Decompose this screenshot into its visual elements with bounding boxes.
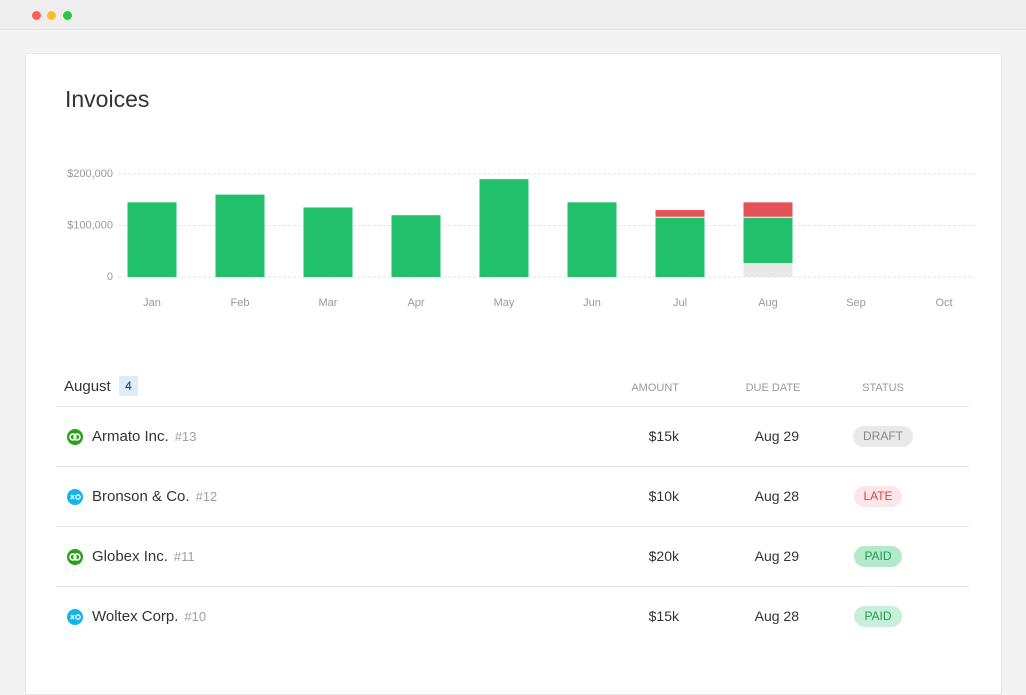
column-header[interactable]: STATUS [862, 382, 904, 394]
bar [655, 217, 705, 277]
bar [479, 179, 529, 277]
maximize-button[interactable] [63, 11, 72, 20]
window-chrome [0, 0, 1026, 30]
client: Globex Inc. [92, 548, 168, 565]
x-tick-label: Sep [846, 297, 866, 309]
x-tick-label: Aug [758, 297, 778, 309]
card [25, 53, 1002, 695]
x-tick-label: Apr [407, 297, 424, 309]
due-date: Aug 29 [754, 428, 799, 444]
section-title: August [64, 378, 111, 395]
client: Armato Inc. [92, 428, 169, 445]
bar [743, 202, 793, 217]
y-tick-label: 0 [107, 271, 113, 283]
bar [391, 215, 441, 277]
divider [56, 526, 969, 527]
bar [743, 217, 793, 264]
x-tick-label: Feb [231, 297, 250, 309]
client: Woltex Corp. [92, 608, 179, 625]
invoice-number: #13 [174, 429, 197, 444]
x-tick-label: May [494, 297, 515, 309]
divider [56, 586, 969, 587]
invoice-number: #12 [195, 489, 218, 504]
status-badge: PAID [854, 606, 902, 627]
client-name[interactable]: Globex Inc. #11 [92, 548, 195, 565]
bar [655, 210, 705, 217]
y-tick-label: $200,000 [67, 168, 113, 180]
invoice-number: #10 [184, 609, 207, 624]
chart: 0 $100,000 $200,000 Jan Feb Mar Apr May Jun Jul Au… [67, 168, 975, 309]
xero-icon [67, 489, 83, 505]
due-date: Aug 29 [754, 548, 799, 564]
count-badge: 4 [119, 376, 138, 396]
x-tick-label: Jul [673, 297, 687, 309]
bar [567, 202, 617, 277]
x-tick-label: Oct [935, 297, 952, 309]
amount: $10k [648, 488, 679, 504]
x-tick-label: Mar [319, 297, 338, 309]
status-badge: LATE [854, 486, 902, 507]
bar [303, 207, 353, 277]
close-button[interactable] [32, 11, 41, 20]
status-badge: DRAFT [853, 426, 913, 447]
status-badge: PAID [854, 546, 902, 567]
minimize-button[interactable] [47, 11, 56, 20]
client-name[interactable]: Armato Inc. #13 [92, 428, 196, 445]
xero-icon [67, 609, 83, 625]
y-tick-label: $100,000 [67, 219, 113, 231]
due-date: Aug 28 [754, 488, 799, 504]
column-header[interactable]: DUE DATE [745, 382, 801, 394]
column-header[interactable]: AMOUNT [631, 382, 679, 394]
client-name[interactable]: Bronson & Co. #12 [92, 488, 217, 505]
invoice-number: #11 [173, 549, 195, 564]
bar [743, 264, 793, 277]
quickbooks-icon [67, 429, 83, 445]
x-tick-label: Jan [143, 297, 161, 309]
client-name[interactable]: Woltex Corp. #10 [92, 608, 206, 625]
divider [56, 406, 969, 407]
quickbooks-icon [67, 549, 83, 565]
divider [56, 466, 969, 467]
due-date: Aug 28 [754, 608, 799, 624]
bar [215, 194, 265, 277]
bar [127, 202, 177, 277]
client: Bronson & Co. [92, 488, 190, 505]
x-tick-label: Jun [583, 297, 601, 309]
amount: $20k [648, 548, 679, 564]
page-title: Invoices [65, 86, 150, 112]
amount: $15k [648, 608, 679, 624]
amount: $15k [648, 428, 679, 444]
